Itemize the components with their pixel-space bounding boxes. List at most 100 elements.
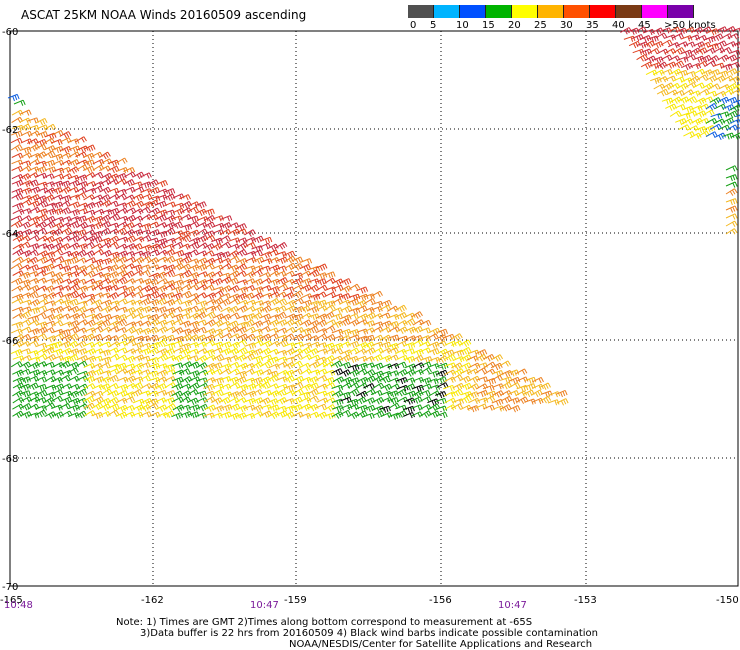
wind-barb — [20, 411, 32, 419]
wind-barb — [140, 305, 152, 314]
wind-barb — [51, 395, 64, 403]
wind-barb — [91, 194, 104, 201]
wind-barb — [59, 152, 72, 159]
wind-barb — [283, 278, 296, 286]
wind-barb — [68, 145, 81, 153]
wind-barb — [68, 215, 81, 223]
wind-barb — [155, 292, 168, 301]
wind-barb — [677, 96, 690, 104]
wind-barb — [419, 347, 432, 354]
wind-barb — [52, 285, 64, 292]
scale-label: 20 — [508, 20, 521, 31]
wind-barb — [540, 390, 553, 398]
wind-barb — [731, 27, 740, 33]
wind-barb — [235, 326, 248, 335]
wind-barb — [283, 348, 296, 356]
wind-barb — [444, 397, 457, 405]
wind-barb — [12, 243, 25, 250]
wind-barb — [67, 320, 80, 328]
wind-barb — [140, 284, 153, 293]
wind-barb — [707, 43, 720, 51]
wind-barb — [84, 284, 97, 292]
wind-barb — [435, 376, 448, 384]
wind-barb — [702, 82, 715, 91]
wind-barb — [132, 278, 145, 285]
wind-barb — [202, 250, 215, 257]
wind-barb — [689, 62, 702, 70]
wind-barb — [203, 208, 215, 216]
wind-barb — [284, 405, 297, 413]
wind-barb — [107, 235, 120, 244]
wind-barb — [298, 305, 311, 313]
wind-barb — [51, 313, 64, 321]
wind-barb — [35, 353, 48, 360]
wind-barb — [636, 53, 649, 62]
wind-barb — [132, 193, 145, 202]
wind-barb — [396, 377, 408, 385]
wind-barb — [717, 96, 730, 105]
wind-barb — [75, 410, 88, 419]
wind-barb — [226, 277, 239, 286]
wind-barb — [107, 241, 120, 249]
wind-barb — [211, 237, 223, 245]
wind-barb — [52, 256, 65, 263]
wind-barb — [379, 304, 392, 312]
wind-barb — [315, 390, 328, 397]
wind-barb — [451, 388, 464, 397]
scale-label: 40 — [612, 20, 625, 31]
wind-barb — [74, 192, 87, 199]
wind-barb — [244, 242, 256, 249]
scale-swatch — [538, 5, 564, 18]
wind-barb — [363, 397, 376, 405]
wind-barb — [323, 304, 336, 311]
wind-barb — [99, 397, 112, 406]
wind-barb — [124, 235, 137, 243]
wind-barb — [236, 347, 248, 355]
wind-barb — [28, 299, 41, 307]
wind-barb — [731, 41, 740, 49]
wind-barb — [697, 103, 710, 110]
wind-barb — [650, 76, 662, 84]
wind-barb — [444, 362, 457, 369]
wind-barb — [99, 272, 112, 280]
wind-barb — [219, 356, 232, 363]
wind-barb — [673, 47, 685, 55]
wind-barb — [315, 263, 328, 271]
wind-barb — [356, 335, 369, 343]
wind-barb — [308, 293, 321, 301]
wind-barb — [12, 369, 24, 377]
wind-barb — [267, 257, 280, 264]
wind-barb — [347, 319, 360, 327]
wind-barb — [194, 311, 207, 320]
wind-barb — [732, 83, 740, 91]
wind-barb — [139, 375, 151, 382]
wind-barb — [52, 383, 65, 391]
wind-barb — [323, 377, 335, 385]
wind-barb — [291, 313, 304, 321]
wind-barb — [188, 376, 201, 383]
wind-barb — [20, 306, 32, 313]
wind-barb — [251, 320, 264, 328]
wind-barb — [28, 361, 40, 370]
wind-barb — [100, 265, 113, 272]
wind-barb — [28, 200, 41, 208]
longitude-label: -162 — [141, 595, 164, 606]
wind-barb — [212, 290, 224, 297]
wind-barb — [28, 186, 41, 194]
wind-barb — [244, 349, 257, 357]
wind-barb — [716, 70, 729, 78]
wind-barb — [727, 33, 740, 40]
wind-barb — [708, 69, 721, 77]
wind-barb — [647, 35, 659, 43]
wind-barb — [267, 411, 280, 419]
wind-barb — [19, 402, 32, 411]
wind-barb — [123, 368, 136, 376]
wind-barb — [36, 200, 49, 208]
wind-barb — [284, 262, 297, 271]
wind-barb — [467, 383, 480, 391]
wind-barb — [322, 311, 335, 320]
wind-barb — [171, 327, 184, 335]
wind-barb — [339, 409, 351, 417]
wind-barb — [705, 102, 718, 111]
wind-barb — [228, 255, 240, 263]
